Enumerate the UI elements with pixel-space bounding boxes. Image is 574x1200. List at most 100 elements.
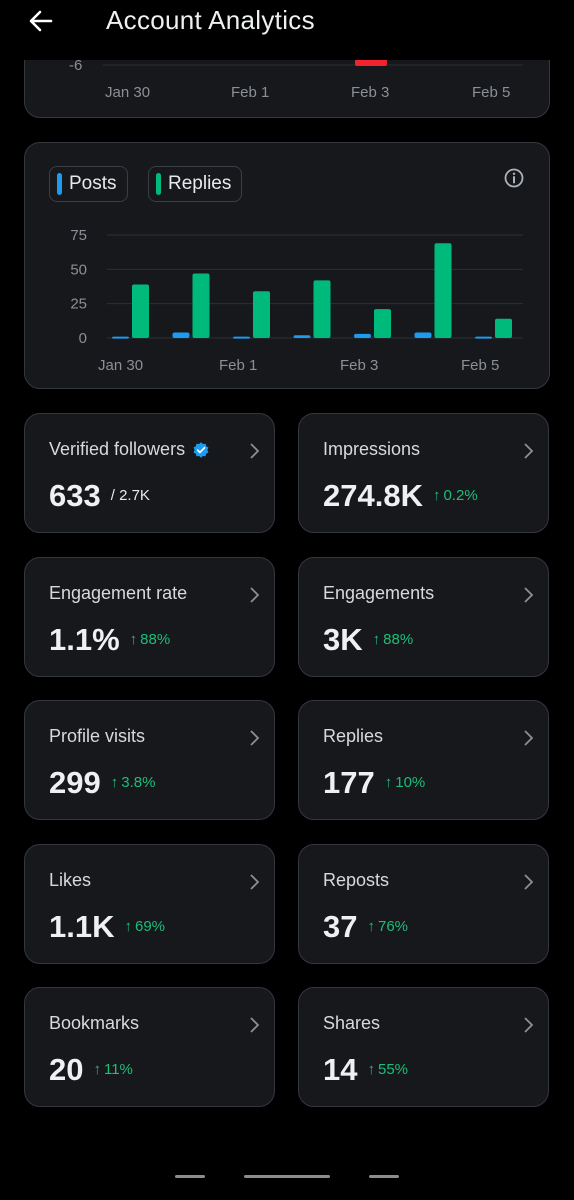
y-tick-label: -6: [69, 57, 83, 74]
stat-card-engagements[interactable]: Engagements 3K 88%: [298, 557, 549, 677]
stat-value-wrap: 1.1% 88%: [49, 622, 170, 658]
stat-card-likes[interactable]: Likes 1.1K 69%: [24, 844, 275, 964]
stat-value: 177: [323, 765, 375, 800]
chevron-right-icon: [250, 443, 260, 459]
stat-value: 37: [323, 909, 358, 944]
y-tick-label: 25: [70, 296, 87, 313]
stat-change: 10%: [385, 774, 425, 791]
legend-posts[interactable]: Posts: [49, 166, 128, 202]
x-tick-label: Feb 5: [461, 357, 499, 374]
stat-value-wrap: 20 11%: [49, 1052, 133, 1088]
nav-home[interactable]: [244, 1175, 330, 1178]
stat-total: / 2.7K: [110, 487, 150, 505]
stat-card-bookmarks[interactable]: Bookmarks 20 11%: [24, 987, 275, 1107]
posts-bar: [414, 332, 432, 338]
stat-card-profile-visits[interactable]: Profile visits 299 3.8%: [24, 700, 275, 820]
stat-label: Reposts: [323, 870, 390, 890]
chevron-right-icon: [524, 874, 534, 890]
posts-swatch: [57, 173, 62, 195]
stat-value-wrap: 1.1K 69%: [49, 909, 165, 945]
chevron-right-icon: [524, 587, 534, 603]
stat-value-wrap: 177 10%: [323, 765, 425, 801]
posts-bar: [475, 336, 492, 339]
x-tick-label: Feb 1: [219, 357, 257, 374]
stat-label: Shares: [323, 1013, 381, 1033]
replies-bar: [253, 291, 270, 338]
posts-bar: [172, 332, 190, 338]
stat-label: Bookmarks: [49, 1013, 140, 1033]
chevron-right-icon: [524, 443, 534, 459]
y-tick-label: 0: [79, 330, 87, 347]
stat-card-verified-followers[interactable]: Verified followers 633 / 2.7K: [24, 413, 275, 533]
stat-value: 14: [323, 1052, 358, 1087]
legend-posts-label: Posts: [69, 173, 117, 194]
x-tick-label: Jan 30: [105, 84, 151, 101]
stat-change: 69%: [124, 918, 165, 935]
replies-bar: [192, 273, 210, 338]
stat-label: Replies: [323, 726, 384, 746]
stat-change: 76%: [367, 918, 408, 935]
posts-replies-chart-card: 75 50 25 0 Jan 30 Feb 1 Feb 3 Feb 5 Posts Repli…: [24, 142, 550, 389]
bar-chart: 75 50 25 0 Jan 30 Feb 1 Feb 3 Feb 5: [70, 227, 523, 374]
stat-change: 11%: [93, 1061, 133, 1078]
stat-change: 3.8%: [111, 774, 155, 791]
page-title: Account Analytics: [106, 5, 315, 35]
legend-replies[interactable]: Replies: [148, 166, 243, 202]
stat-card-reposts[interactable]: Reposts 37 76%: [298, 844, 549, 964]
stat-value-wrap: 14 55%: [323, 1052, 408, 1088]
stat-label: Verified followers: [49, 439, 186, 459]
stat-change: 0.2%: [433, 487, 477, 504]
previous-chart-bar: [355, 59, 387, 66]
legend-replies-label: Replies: [168, 173, 232, 194]
stat-value: 299: [49, 765, 101, 800]
posts-bar: [112, 336, 129, 339]
stat-value-wrap: 37 76%: [323, 909, 408, 945]
y-tick-label: 50: [70, 261, 87, 278]
stat-label: Engagement rate: [49, 583, 188, 603]
posts-bar: [354, 333, 371, 338]
stat-label-wrap: Verified followers: [49, 439, 210, 460]
stat-value: 274.8K: [323, 478, 423, 513]
chevron-right-icon: [524, 730, 534, 746]
stat-value: 633: [49, 478, 101, 513]
replies-bar: [434, 243, 452, 338]
stat-label: Profile visits: [49, 726, 146, 746]
stat-value-wrap: 633 / 2.7K: [49, 478, 150, 514]
x-tick-label: Feb 3: [340, 357, 378, 374]
chevron-right-icon: [250, 1017, 260, 1033]
y-tick-label: 75: [70, 227, 87, 244]
chevron-right-icon: [250, 874, 260, 890]
x-tick-label: Feb 1: [231, 84, 270, 101]
stat-value: 1.1K: [49, 909, 115, 944]
stat-value: 1.1%: [49, 622, 120, 657]
posts-bar: [293, 335, 311, 338]
stat-card-replies[interactable]: Replies 177 10%: [298, 700, 549, 820]
chevron-right-icon: [250, 587, 260, 603]
stat-label: Engagements: [323, 583, 435, 603]
chevron-right-icon: [524, 1017, 534, 1033]
stat-card-shares[interactable]: Shares 14 55%: [298, 987, 549, 1107]
top-bar: Account Analytics: [0, 0, 574, 60]
replies-bar: [313, 280, 331, 338]
info-circle-icon[interactable]: [503, 167, 525, 189]
stat-value-wrap: 3K 88%: [323, 622, 413, 658]
replies-bar: [132, 284, 149, 338]
posts-bar: [233, 336, 250, 339]
stat-card-engagement-rate[interactable]: Engagement rate 1.1% 88%: [24, 557, 275, 677]
stat-value: 3K: [323, 622, 363, 657]
arrow-left-icon[interactable]: [26, 6, 56, 36]
nav-recent-apps[interactable]: [175, 1175, 205, 1178]
stat-label: Impressions: [323, 439, 421, 459]
stat-value-wrap: 299 3.8%: [49, 765, 155, 801]
x-tick-label: Jan 30: [98, 357, 143, 374]
replies-swatch: [156, 173, 161, 195]
stat-card-impressions[interactable]: Impressions 274.8K 0.2%: [298, 413, 549, 533]
x-tick-label: Feb 5: [472, 84, 511, 101]
x-tick-label: Feb 3: [351, 84, 390, 101]
system-nav-bar: [0, 1150, 574, 1200]
nav-back[interactable]: [369, 1175, 399, 1178]
chevron-right-icon: [250, 730, 260, 746]
stat-value: 20: [49, 1052, 84, 1087]
stat-value-wrap: 274.8K 0.2%: [323, 478, 478, 514]
verified-badge-icon: [193, 441, 209, 458]
